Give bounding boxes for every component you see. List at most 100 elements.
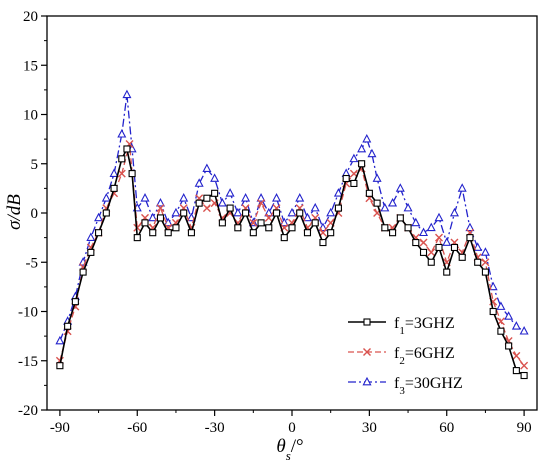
y-axis-label: σ/dB xyxy=(4,194,25,230)
y-tick-label: 10 xyxy=(23,108,38,124)
data-point xyxy=(241,193,251,202)
x-axis-label-sub: s xyxy=(286,448,291,462)
data-point xyxy=(202,163,212,173)
data-point xyxy=(155,197,165,207)
x-tick-label: 30 xyxy=(362,420,377,436)
y-tick-label: -5 xyxy=(26,255,39,271)
x-tick-label: -30 xyxy=(205,420,225,436)
data-point xyxy=(412,239,420,247)
data-point xyxy=(302,212,312,222)
data-point xyxy=(388,197,398,207)
data-point xyxy=(101,193,111,202)
data-point xyxy=(403,202,413,212)
data-point xyxy=(94,212,104,222)
data-point xyxy=(140,193,150,202)
legend-item-f1: f1=3GHZ xyxy=(348,315,455,337)
data-point xyxy=(287,207,297,217)
data-point xyxy=(110,184,118,192)
data-point xyxy=(156,204,165,213)
y-tick-label: -20 xyxy=(18,403,38,419)
data-point xyxy=(363,318,371,326)
data-point xyxy=(362,376,372,386)
data-point xyxy=(265,224,273,232)
data-point xyxy=(358,160,366,168)
data-point xyxy=(226,204,234,212)
data-point xyxy=(79,268,87,276)
data-point xyxy=(480,247,490,256)
series-f2 xyxy=(55,140,529,370)
data-point xyxy=(419,227,429,237)
data-point xyxy=(64,322,72,330)
series-line xyxy=(59,143,525,367)
data-point xyxy=(419,238,428,247)
data-point xyxy=(474,258,482,266)
data-point xyxy=(164,229,172,237)
data-point xyxy=(234,224,242,232)
data-point xyxy=(95,229,103,237)
data-point-stroke xyxy=(427,248,436,257)
data-point xyxy=(488,281,498,291)
data-point xyxy=(362,133,372,143)
data-point xyxy=(489,307,497,316)
data-point xyxy=(411,217,421,227)
data-point xyxy=(172,224,180,232)
data-point-stroke xyxy=(419,238,428,247)
y-tick-label: 0 xyxy=(31,206,39,222)
data-point xyxy=(202,204,211,213)
data-point xyxy=(249,229,257,237)
data-point xyxy=(473,242,483,251)
data-point xyxy=(117,169,126,178)
data-point-stroke xyxy=(520,361,529,370)
data-point-stroke xyxy=(435,233,443,242)
y-tick-label: 5 xyxy=(31,157,39,173)
data-point xyxy=(442,237,452,246)
x-axis-label-main: θ xyxy=(276,436,285,457)
data-point xyxy=(128,170,136,178)
data-point xyxy=(327,229,335,237)
legend-label: f3=30GHZ xyxy=(394,375,463,397)
data-point-stroke xyxy=(349,169,358,178)
data-point xyxy=(333,188,343,197)
data-point-stroke xyxy=(117,169,126,178)
data-point xyxy=(149,229,157,237)
data-point xyxy=(203,194,211,202)
data-point-stroke xyxy=(489,297,498,306)
data-point xyxy=(310,202,320,212)
data-point xyxy=(102,209,110,217)
data-point xyxy=(242,209,250,217)
data-point xyxy=(257,199,266,208)
data-point xyxy=(303,229,312,237)
data-point-stroke xyxy=(481,258,490,267)
data-point xyxy=(497,327,505,335)
data-point xyxy=(122,89,132,99)
data-point xyxy=(180,209,188,217)
data-point xyxy=(349,153,359,163)
data-point xyxy=(148,212,158,222)
legend: f1=3GHZ f2=6GHZ f3=30GHZ xyxy=(348,315,463,397)
data-point xyxy=(357,143,367,153)
data-point-stroke xyxy=(326,218,335,227)
y-tick-label: -15 xyxy=(18,354,38,370)
data-point xyxy=(434,212,444,222)
y-tick-label: -10 xyxy=(18,305,38,321)
data-point xyxy=(211,189,219,197)
data-point xyxy=(225,188,235,197)
data-point xyxy=(367,148,377,158)
data-point xyxy=(218,219,226,227)
data-point xyxy=(210,173,220,182)
series-f3 xyxy=(55,89,529,345)
data-point xyxy=(450,243,459,252)
data-point xyxy=(195,199,203,207)
data-point xyxy=(435,233,443,242)
data-point xyxy=(141,219,149,227)
data-point xyxy=(481,258,490,267)
data-point xyxy=(458,253,466,261)
data-point xyxy=(520,361,529,370)
data-point xyxy=(365,189,373,197)
data-point xyxy=(288,224,296,232)
data-point xyxy=(86,232,96,241)
data-point-stroke xyxy=(202,204,211,213)
y-tick-label: 20 xyxy=(23,9,38,25)
data-point xyxy=(264,213,273,222)
